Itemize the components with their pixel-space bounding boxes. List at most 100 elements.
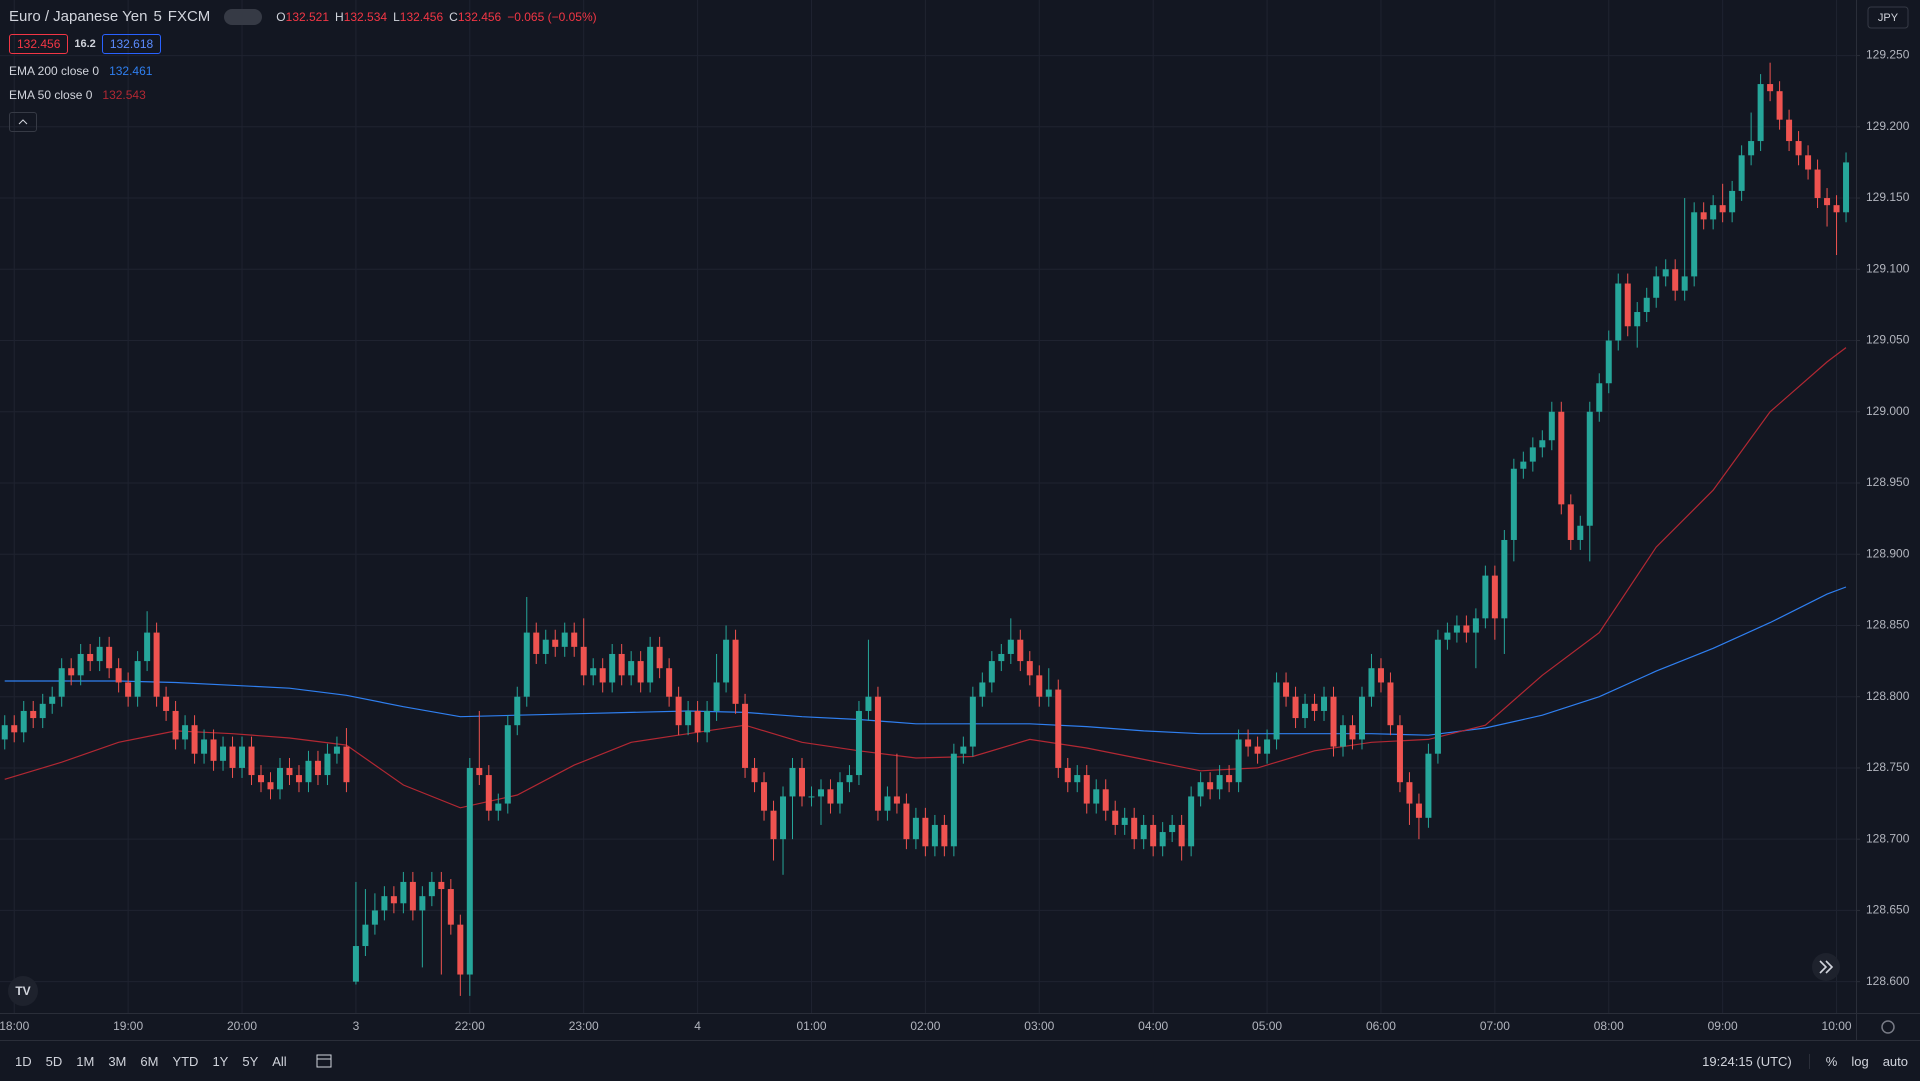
candle-body bbox=[1207, 782, 1214, 790]
collapse-button[interactable] bbox=[9, 112, 37, 132]
range-button[interactable]: 6M bbox=[140, 1053, 159, 1069]
candle-body bbox=[1529, 447, 1536, 462]
candle-body bbox=[732, 639, 739, 704]
y-tick-label: 128.900 bbox=[1866, 546, 1910, 560]
candle-body bbox=[552, 639, 559, 647]
candle-body bbox=[1235, 739, 1242, 783]
candle-body bbox=[903, 803, 910, 840]
y-tick-label: 128.600 bbox=[1866, 974, 1910, 988]
candle-body bbox=[713, 682, 720, 711]
candle-body bbox=[20, 710, 27, 733]
candle-body bbox=[666, 668, 673, 697]
candle-body bbox=[912, 817, 919, 840]
candle-body bbox=[428, 881, 435, 897]
range-button[interactable]: 5Y bbox=[242, 1053, 259, 1069]
bid[interactable]: 132.456 bbox=[9, 34, 69, 54]
candle-body bbox=[960, 746, 967, 754]
interval: 5 bbox=[153, 8, 162, 25]
candle-body bbox=[115, 668, 122, 683]
candle-body bbox=[1672, 269, 1679, 291]
goto-date[interactable] bbox=[312, 1051, 338, 1071]
candle-body bbox=[1662, 269, 1669, 277]
scroll-icon bbox=[1819, 960, 1834, 974]
candle-body bbox=[1283, 682, 1290, 697]
candle-body bbox=[609, 653, 616, 683]
candle-body bbox=[1093, 789, 1100, 804]
candle-body bbox=[1710, 205, 1717, 220]
candle-body bbox=[590, 668, 597, 676]
x-tick-label: 4 bbox=[694, 1019, 701, 1033]
candle-body bbox=[201, 739, 208, 754]
candle-body bbox=[343, 746, 350, 783]
candle-body bbox=[163, 696, 170, 711]
candle-body bbox=[1491, 575, 1498, 619]
candle-body bbox=[1653, 276, 1660, 298]
range-button[interactable]: 5D bbox=[45, 1053, 63, 1069]
candle-body bbox=[1169, 824, 1176, 833]
candle-body bbox=[495, 803, 502, 811]
range-button[interactable]: 3M bbox=[108, 1053, 127, 1069]
ask[interactable]: 132.618 bbox=[101, 34, 162, 54]
candle-body bbox=[836, 782, 843, 804]
candle-body bbox=[153, 632, 160, 697]
candle-body bbox=[1349, 725, 1356, 740]
candle-body bbox=[68, 668, 75, 676]
candle-body bbox=[1226, 775, 1233, 783]
candle-body bbox=[381, 896, 388, 911]
percent-toggle[interactable]: % bbox=[1808, 1053, 1845, 1069]
candle-body bbox=[1814, 169, 1821, 199]
candle-body bbox=[305, 760, 312, 783]
candle-body bbox=[1330, 696, 1337, 747]
candle-body bbox=[210, 739, 217, 761]
candle-body bbox=[1273, 682, 1280, 740]
candle-body bbox=[1843, 162, 1850, 213]
candle-body bbox=[1729, 190, 1736, 213]
candle-body bbox=[941, 824, 948, 847]
range-button[interactable]: YTD bbox=[172, 1053, 199, 1069]
log-toggle[interactable]: log bbox=[1851, 1053, 1869, 1069]
y-tick-label: 129.000 bbox=[1866, 404, 1910, 418]
y-tick-label: 128.850 bbox=[1866, 618, 1910, 632]
candle-body bbox=[1036, 675, 1043, 697]
candle-body bbox=[1368, 668, 1375, 697]
candle-body bbox=[1738, 155, 1745, 191]
candle-body bbox=[1453, 625, 1460, 633]
candle-body bbox=[789, 767, 796, 797]
y-tick-label: 129.100 bbox=[1866, 261, 1910, 275]
candle-body bbox=[1074, 775, 1081, 783]
candle-body bbox=[874, 696, 881, 811]
indicators bbox=[4, 347, 1847, 809]
collapse-icon bbox=[18, 119, 28, 125]
candle-body bbox=[447, 889, 454, 925]
candle-body bbox=[846, 775, 853, 783]
candle-body bbox=[808, 796, 815, 798]
candle-body bbox=[1083, 775, 1090, 804]
candle-body bbox=[172, 710, 179, 740]
range-button[interactable]: 1Y bbox=[212, 1053, 229, 1069]
x-tick-label: 04:00 bbox=[1138, 1019, 1168, 1033]
candle-body bbox=[1634, 312, 1641, 327]
candle-body bbox=[324, 753, 331, 776]
range-button[interactable]: All bbox=[272, 1053, 287, 1069]
currency-button[interactable] bbox=[1867, 6, 1909, 29]
ohlc-label: C bbox=[449, 9, 458, 24]
range-button[interactable]: 1M bbox=[76, 1053, 95, 1069]
candle-body bbox=[1586, 411, 1593, 526]
candle-body bbox=[1197, 782, 1204, 797]
candle-body bbox=[485, 775, 492, 811]
settings-button[interactable] bbox=[1881, 1020, 1895, 1034]
candle-body bbox=[248, 746, 255, 776]
candle-body bbox=[1026, 661, 1033, 676]
candle-body bbox=[1406, 782, 1413, 804]
candles bbox=[1, 62, 1850, 996]
x-tick-label: 03:00 bbox=[1024, 1019, 1054, 1033]
candle-body bbox=[799, 767, 806, 797]
candle-body bbox=[1377, 668, 1384, 683]
candle-body bbox=[30, 710, 37, 719]
auto-toggle[interactable]: auto bbox=[1882, 1053, 1908, 1069]
status-badge[interactable] bbox=[224, 8, 263, 25]
exchange: FXCM bbox=[167, 8, 211, 25]
range-button[interactable]: 1D bbox=[15, 1053, 32, 1069]
candle-body bbox=[466, 767, 473, 975]
